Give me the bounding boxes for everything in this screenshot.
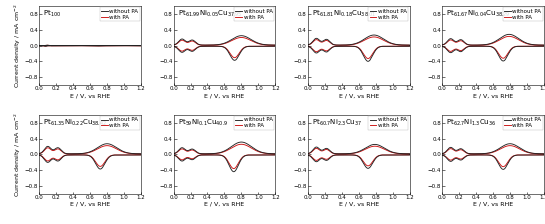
- Y-axis label: Current density / mA cm$^{-2}$: Current density / mA cm$^{-2}$: [13, 112, 23, 197]
- Legend: without PA, with PA: without PA, with PA: [502, 7, 543, 21]
- Legend: without PA, with PA: without PA, with PA: [368, 116, 409, 130]
- Text: Pt$_{61.67}$Ni$_{0.04}$Cu$_{38.29}$: Pt$_{61.67}$Ni$_{0.04}$Cu$_{38.29}$: [446, 9, 511, 19]
- Legend: without PA, with PA: without PA, with PA: [234, 116, 274, 130]
- X-axis label: E / V, vs RHE: E / V, vs RHE: [70, 202, 110, 207]
- X-axis label: E / V, vs RHE: E / V, vs RHE: [473, 202, 513, 207]
- Text: Pt$_{61.81}$Ni$_{0.18}$Cu$_{38.01}$: Pt$_{61.81}$Ni$_{0.18}$Cu$_{38.01}$: [312, 9, 377, 19]
- X-axis label: E / V, vs RHE: E / V, vs RHE: [338, 202, 379, 207]
- Legend: without PA, with PA: without PA, with PA: [100, 116, 140, 130]
- Text: Pt$_{61.99}$Ni$_{0.05}$Cu$_{37.95}$: Pt$_{61.99}$Ni$_{0.05}$Cu$_{37.95}$: [178, 9, 243, 19]
- Text: Pt$_{59}$Ni$_{0.1}$Cu$_{40.9}$: Pt$_{59}$Ni$_{0.1}$Cu$_{40.9}$: [178, 117, 228, 127]
- Legend: without PA, with PA: without PA, with PA: [368, 7, 409, 21]
- Text: Pt$_{100}$: Pt$_{100}$: [43, 9, 62, 19]
- Legend: without PA, with PA: without PA, with PA: [234, 7, 274, 21]
- Y-axis label: Current density / mA cm$^{-2}$: Current density / mA cm$^{-2}$: [13, 3, 23, 88]
- Legend: without PA, with PA: without PA, with PA: [100, 7, 140, 21]
- X-axis label: E / V, vs RHE: E / V, vs RHE: [70, 93, 110, 98]
- Text: Pt$_{61.35}$Ni$_{0.22}$Cu$_{38.42}$: Pt$_{61.35}$Ni$_{0.22}$Cu$_{38.42}$: [43, 117, 107, 127]
- X-axis label: E / V, vs RHE: E / V, vs RHE: [204, 202, 245, 207]
- X-axis label: E / V, vs RHE: E / V, vs RHE: [338, 93, 379, 98]
- X-axis label: E / V, vs RHE: E / V, vs RHE: [473, 93, 513, 98]
- X-axis label: E / V, vs RHE: E / V, vs RHE: [204, 93, 245, 98]
- Legend: without PA, with PA: without PA, with PA: [502, 116, 543, 130]
- Text: Pt$_{60.7}$Ni$_{2.3}$Cu$_{37}$: Pt$_{60.7}$Ni$_{2.3}$Cu$_{37}$: [312, 117, 362, 127]
- Text: Pt$_{62.7}$Ni$_{1.3}$Cu$_{36}$: Pt$_{62.7}$Ni$_{1.3}$Cu$_{36}$: [446, 117, 496, 127]
